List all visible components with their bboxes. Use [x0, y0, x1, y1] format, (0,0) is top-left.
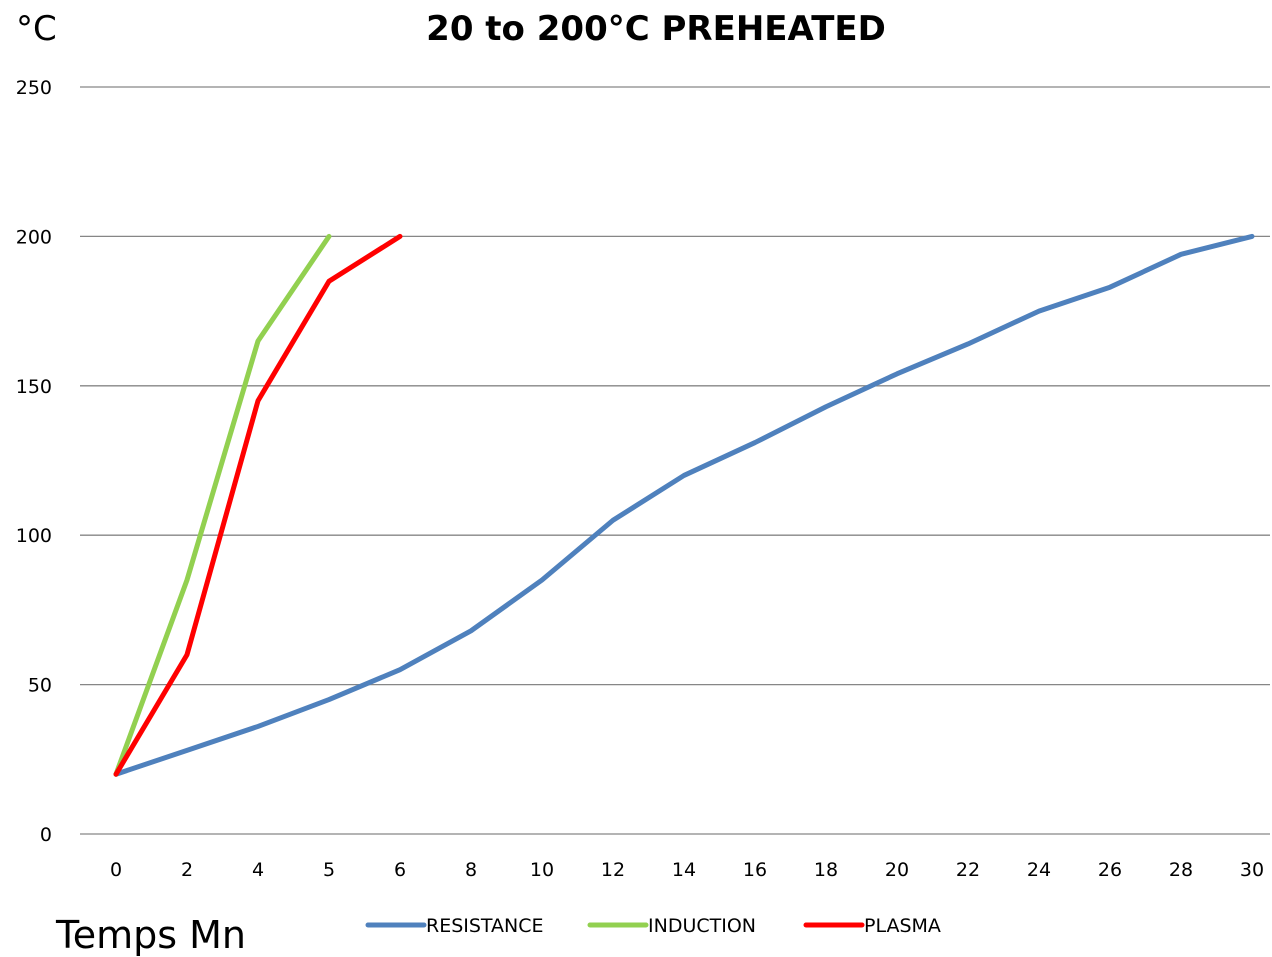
x-tick-labels: 0 2 4 5 6 8 10 12 14 16 18 20 22 24 26 28 30 [110, 859, 1264, 881]
x-tick-label: 12 [601, 859, 625, 881]
x-tick-label: 16 [743, 859, 767, 881]
legend-label-plasma: PLASMA [864, 915, 941, 937]
x-tick-label: 18 [814, 859, 838, 881]
series-line-plasma [113, 233, 403, 777]
x-tick-label: 30 [1240, 859, 1264, 881]
y-tick-label: 100 [16, 525, 52, 547]
series-line-resistance [113, 233, 1255, 777]
y-tick-label: 50 [28, 675, 52, 697]
x-tick-label: 0 [110, 859, 122, 881]
x-tick-label: 26 [1098, 859, 1122, 881]
x-tick-label: 5 [323, 859, 335, 881]
legend-label-induction: INDUCTION [648, 915, 756, 937]
x-tick-label: 22 [956, 859, 980, 881]
legend: RESISTANCE INDUCTION PLASMA [365, 915, 941, 937]
x-axis-title: Temps Mn [55, 913, 246, 957]
x-tick-label: 2 [181, 859, 193, 881]
x-tick-label: 20 [885, 859, 909, 881]
x-tick-label: 10 [530, 859, 554, 881]
y-tick-label: 200 [16, 226, 52, 248]
y-tick-label: 250 [16, 77, 52, 99]
series-lines [113, 233, 1255, 777]
x-tick-label: 14 [672, 859, 696, 881]
x-tick-label: 8 [465, 859, 477, 881]
x-tick-label: 4 [252, 859, 264, 881]
chart-title: 20 to 200°C PREHEATED [426, 9, 886, 49]
y-tick-label: 0 [40, 824, 52, 846]
x-tick-label: 6 [394, 859, 406, 881]
x-tick-label: 24 [1027, 859, 1051, 881]
y-axis-unit: °C [16, 9, 57, 49]
gridlines [80, 86, 1270, 835]
x-tick-label: 28 [1169, 859, 1193, 881]
y-tick-labels: 0 50 100 150 200 250 [16, 77, 52, 846]
y-tick-label: 150 [16, 376, 52, 398]
legend-label-resistance: RESISTANCE [426, 915, 544, 937]
series-line-induction [113, 233, 332, 777]
